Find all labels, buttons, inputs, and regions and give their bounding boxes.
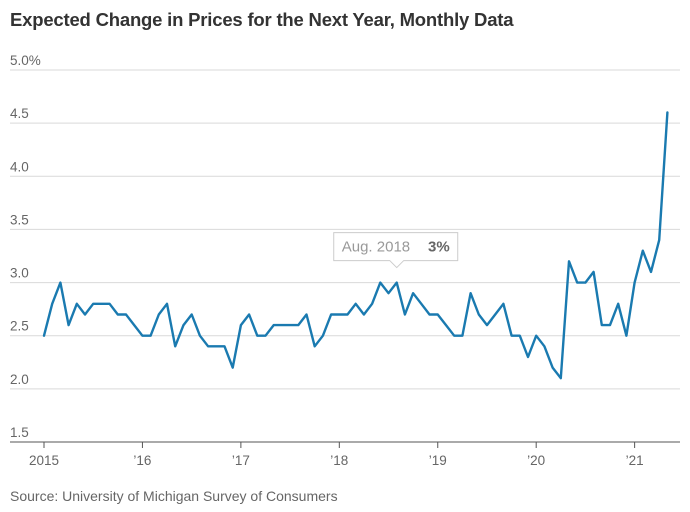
x-tick-label: ’20 [527, 453, 545, 468]
x-tick-label: ’16 [133, 453, 151, 468]
tooltip-value: 3% [428, 239, 450, 256]
source-note: Source: University of Michigan Survey of… [10, 488, 338, 504]
x-axis-ticks: 2015 ’16 ’17 ’18 ’19 ’20 ’21 [10, 441, 680, 468]
tooltip: Aug. 2018 3% [333, 232, 459, 269]
x-tick-label: ’17 [232, 453, 250, 468]
y-tick-label: 1.5 [10, 425, 29, 440]
y-tick-label: 2.5 [10, 319, 29, 334]
x-tick-label: ’19 [429, 453, 447, 468]
y-tick-label: 5.0% [10, 53, 41, 68]
tooltip-box [333, 232, 459, 269]
y-tick-label: 4.0 [10, 159, 29, 174]
chart-title: Expected Change in Prices for the Next Y… [10, 9, 514, 30]
y-tick-label: 2.0 [10, 372, 29, 387]
y-tick-label: 3.0 [10, 266, 29, 281]
x-tick-label: ’18 [330, 453, 348, 468]
y-axis-ticks: 1.5 2.0 2.5 3.0 3.5 4.0 4.5 5.0% [10, 53, 41, 440]
series-line [42, 111, 669, 380]
y-tick-label: 4.5 [10, 106, 29, 121]
x-tick-label: 2015 [29, 453, 59, 468]
tooltip-label: Aug. 2018 [342, 239, 410, 256]
y-tick-label: 3.5 [10, 212, 29, 227]
x-tick-label: ’21 [626, 453, 644, 468]
